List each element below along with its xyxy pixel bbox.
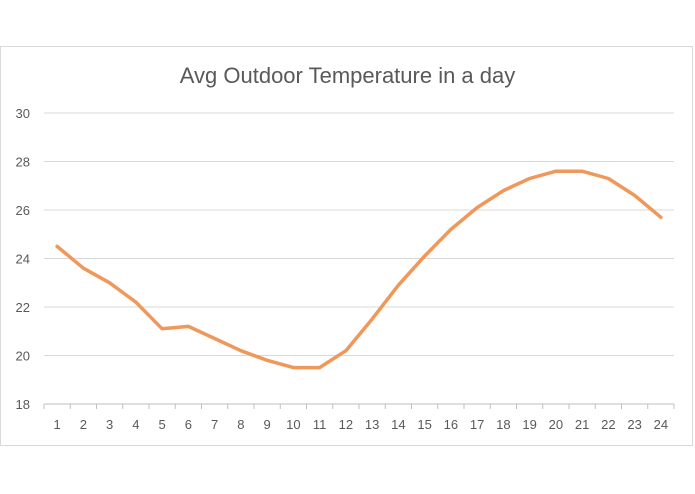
x-tick-label: 18 [496,417,510,432]
x-tick-label: 13 [365,417,379,432]
data-point [318,366,322,370]
x-tick-label: 14 [391,417,405,432]
y-tick-label: 18 [16,397,30,412]
data-point [423,254,427,258]
x-tick-label: 17 [470,417,484,432]
data-point [291,366,295,370]
x-tick-label: 9 [264,417,271,432]
data-point [213,337,217,341]
data-point [55,244,59,248]
x-tick-label: 8 [237,417,244,432]
x-tick-label: 16 [444,417,458,432]
data-point [160,327,164,331]
x-tick-label: 4 [132,417,139,432]
data-point [554,169,558,173]
x-tick-label: 5 [159,417,166,432]
data-point [659,215,663,219]
data-point [449,227,453,231]
y-tick-label: 26 [16,203,30,218]
data-point [528,176,532,180]
data-point [501,189,505,193]
data-point [265,358,269,362]
x-tick-label: 21 [575,417,589,432]
data-point [108,281,112,285]
data-point [239,349,243,353]
x-tick-label: 3 [106,417,113,432]
data-point [370,317,374,321]
x-tick-label: 20 [549,417,563,432]
x-tick-label: 7 [211,417,218,432]
data-point [606,176,610,180]
x-tick-label: 24 [654,417,668,432]
data-point [186,324,190,328]
data-point [475,206,479,210]
y-tick-label: 20 [16,349,30,364]
data-point [134,300,138,304]
data-point [396,283,400,287]
x-tick-label: 12 [339,417,353,432]
y-tick-label: 30 [16,106,30,121]
data-point [81,266,85,270]
x-tick-label: 15 [417,417,431,432]
data-point [633,193,637,197]
x-tick-label: 23 [627,417,641,432]
x-tick-label: 2 [80,417,87,432]
y-tick-label: 24 [16,252,30,267]
x-tick-label: 22 [601,417,615,432]
x-tick-label: 6 [185,417,192,432]
y-tick-label: 22 [16,300,30,315]
x-tick-label: 19 [522,417,536,432]
x-tick-label: 11 [313,417,327,432]
x-tick-label: 1 [54,417,61,432]
x-tick-label: 10 [286,417,300,432]
chart-title: Avg Outdoor Temperature in a day [179,63,516,88]
data-point [580,169,584,173]
y-tick-label: 28 [16,155,30,170]
series-line [55,169,663,370]
data-point [344,349,348,353]
